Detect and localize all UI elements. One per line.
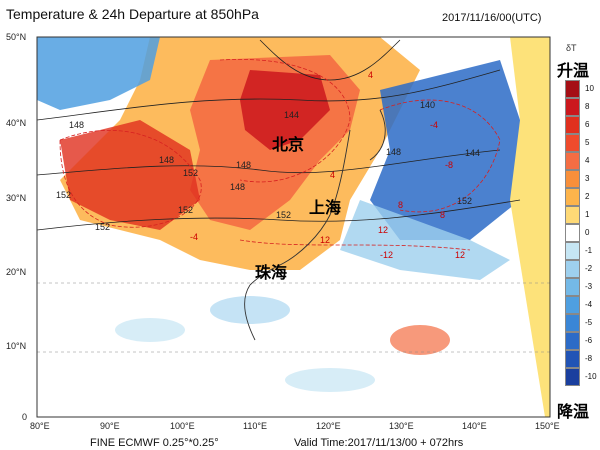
legend-swatch [565, 170, 580, 188]
contour-label: 140 [420, 100, 436, 110]
legend-level-label: 10 [585, 84, 594, 93]
contour-label: 144 [465, 148, 481, 158]
legend-level-label: -8 [585, 354, 593, 363]
departure-label: -4 [430, 120, 439, 130]
departure-label: 4 [330, 170, 336, 180]
departure-label: -8 [445, 160, 454, 170]
out-of-range-area [510, 37, 550, 417]
legend-level-label: -10 [585, 372, 597, 381]
departure-contours [59, 58, 501, 251]
cold-ne-area [370, 60, 520, 240]
departure-label: -4 [190, 232, 199, 242]
contour-label: 148 [159, 155, 175, 165]
contour-label: 152 [183, 168, 199, 178]
city-label-beijing: 北京 [272, 135, 305, 154]
departure-label: 8 [398, 200, 404, 210]
legend-level-label: -1 [585, 246, 593, 255]
lon-tick-label: 150°E [535, 421, 560, 431]
model-label: FINE ECMWF 0.25°*0.25° [90, 437, 219, 449]
legend-level-label: 1 [585, 210, 590, 219]
legend-swatch [565, 278, 580, 296]
tropical-cool-patch [285, 368, 375, 392]
lon-tick-label: 120°E [316, 421, 341, 431]
legend-swatch [565, 224, 580, 242]
tropical-warm-patch [390, 325, 450, 355]
contour-label: 148 [386, 147, 402, 157]
contour-label: 148 [230, 182, 246, 192]
lon-tick-label: 140°E [462, 421, 487, 431]
contour-label: 152 [178, 205, 194, 215]
legend-level-label: 4 [585, 156, 590, 165]
legend-level-label: 0 [585, 228, 590, 237]
legend-swatch [565, 98, 580, 116]
cold-nw-area [37, 37, 160, 110]
cold-ne-light [340, 200, 510, 280]
lat-tick-label: 30°N [6, 193, 27, 203]
legend-unit: δT [566, 43, 577, 53]
map-frame [36, 36, 551, 418]
lon-tick-label: 80°E [30, 421, 50, 431]
city-label-zhuhai: 珠海 [255, 263, 288, 282]
city-label-shanghai: 上海 [309, 198, 342, 217]
contour-label: 152 [56, 190, 72, 200]
forecast-datetime: 2017/11/16/00(UTC) [442, 12, 542, 24]
legend-warming-label: 升温 [557, 61, 590, 80]
contour-label: 152 [95, 222, 111, 232]
contour-label: 144 [284, 110, 300, 120]
contour-label: 152 [457, 196, 473, 206]
lon-tick-label: 130°E [389, 421, 414, 431]
hot-core-area [240, 70, 330, 150]
lat-tick-label: 50°N [6, 32, 27, 42]
lat-tick-label: 40°N [6, 118, 27, 128]
legend-swatch [565, 116, 580, 134]
chart-title: Temperature & 24h Departure at 850hPa [6, 6, 259, 22]
legend-level-label: -6 [585, 336, 593, 345]
legend-level-label: -5 [585, 318, 593, 327]
lat-tick-label: 10°N [6, 341, 27, 351]
legend-cooling-label: 降温 [557, 402, 590, 421]
tibet-warm-area [60, 120, 200, 230]
lat-tick-label: 20°N [6, 267, 27, 277]
legend-level-label: -4 [585, 300, 593, 309]
contour-label: 152 [276, 210, 292, 220]
departure-label: 12 [455, 250, 466, 260]
legend-swatch [565, 206, 580, 224]
legend-level-label: -3 [585, 282, 593, 291]
contour-label: 148 [69, 120, 85, 130]
legend-swatch [565, 314, 580, 332]
legend-swatch [565, 242, 580, 260]
coastline [244, 109, 386, 341]
valid-time-label: Valid Time:2017/11/13/00 + 072hrs [294, 437, 464, 449]
legend-swatch [565, 332, 580, 350]
legend-level-label: 8 [585, 102, 590, 111]
legend-level-label: -2 [585, 264, 593, 273]
legend-level-label: 3 [585, 174, 590, 183]
legend-swatch [565, 188, 580, 206]
lat-tick-label: 0 [22, 412, 28, 422]
height-contours [37, 39, 521, 231]
legend-swatch [565, 80, 580, 98]
legend-level-label: 5 [585, 138, 590, 147]
lon-tick-label: 100°E [170, 421, 195, 431]
departure-label: 12 [320, 235, 331, 245]
legend-swatch [565, 152, 580, 170]
legend-swatch [565, 134, 580, 152]
legend-swatch [565, 296, 580, 314]
legend-level-label: 6 [585, 120, 590, 129]
tropical-cool-patch [210, 296, 290, 324]
latlon-grid [37, 282, 550, 353]
legend-swatch [565, 350, 580, 368]
legend-swatch [565, 368, 580, 386]
departure-label: 8 [440, 210, 446, 220]
departure-label: -12 [380, 250, 394, 260]
contour-label: 148 [236, 160, 252, 170]
tropical-cool-patch [115, 318, 185, 342]
legend-level-label: 2 [585, 192, 590, 201]
lon-tick-label: 110°E [243, 421, 267, 431]
lon-tick-label: 90°E [100, 421, 120, 431]
legend-swatch [565, 260, 580, 278]
departure-label: 12 [378, 225, 389, 235]
departure-label: 4 [368, 70, 374, 80]
